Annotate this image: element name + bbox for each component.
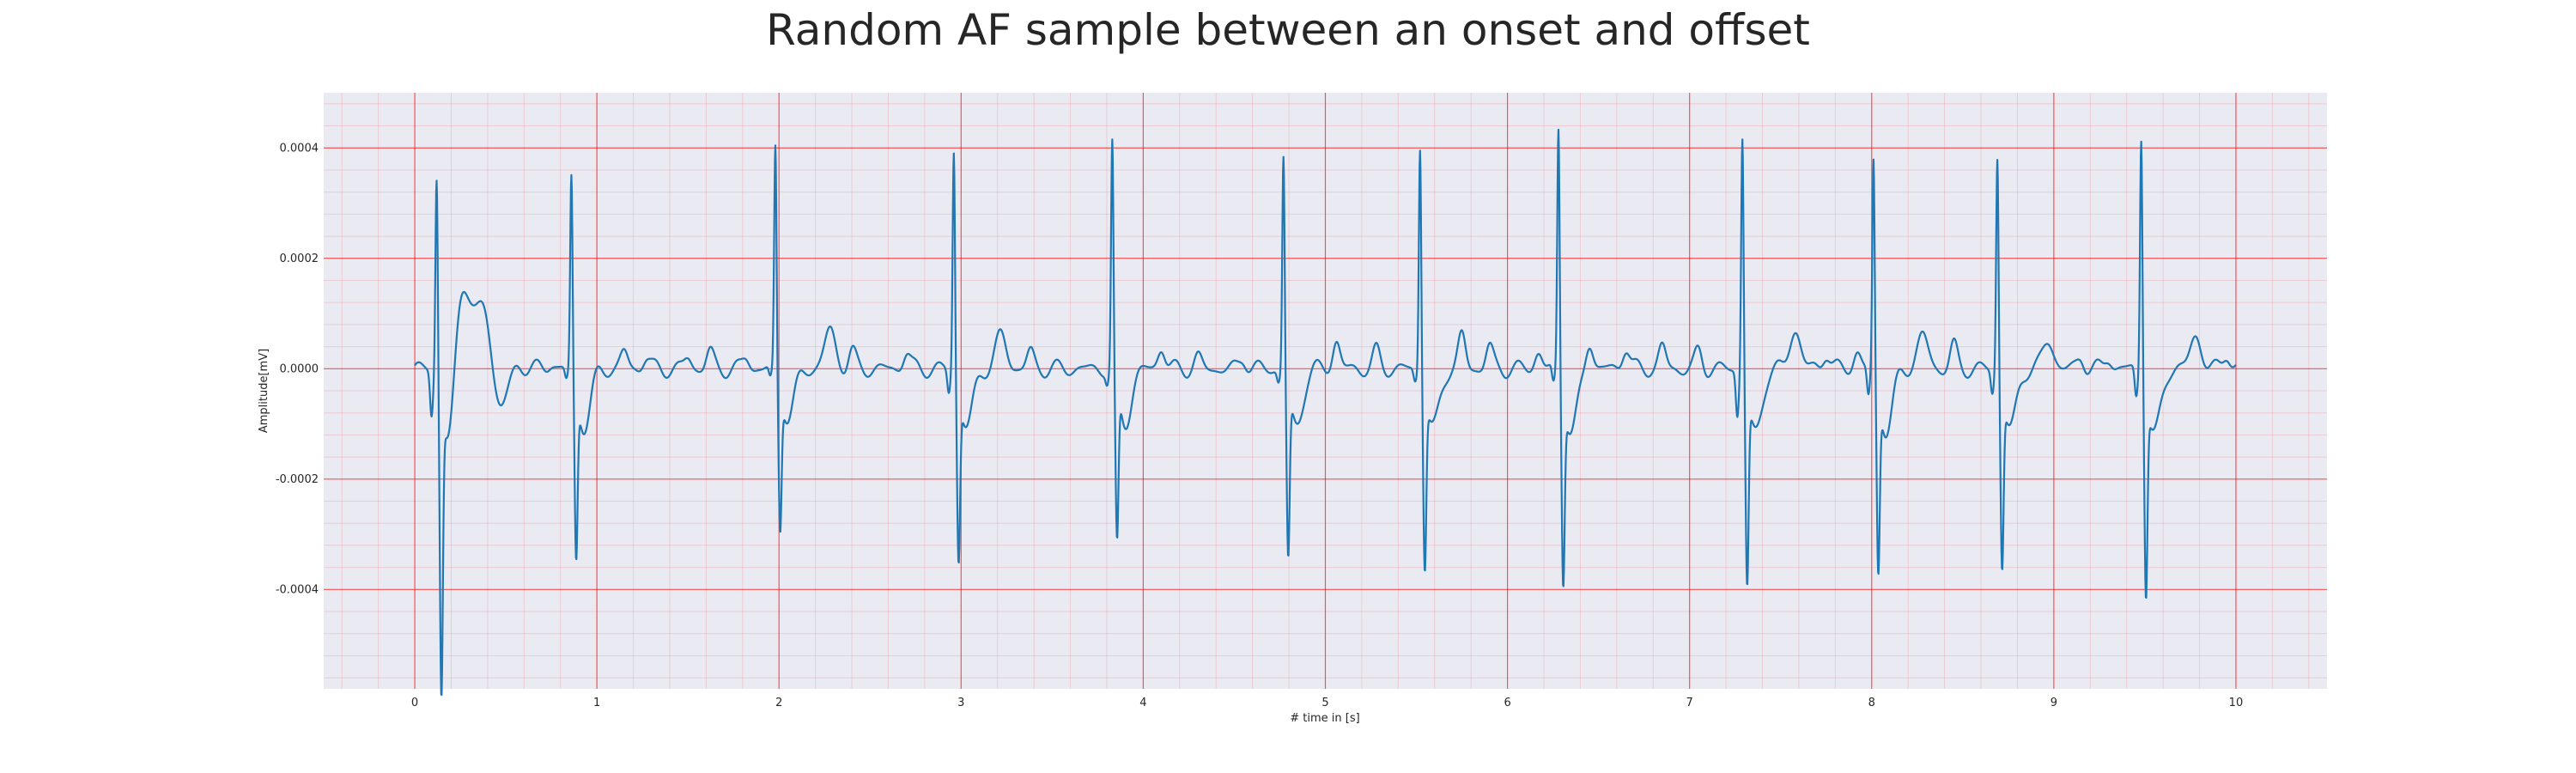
x-tick-labels: 0 1 2 3 4 5 6 7 8 9 10: [411, 697, 2243, 709]
y-tick-label: 0.0004: [280, 142, 319, 155]
x-tick-label: 8: [1868, 697, 1875, 709]
x-axis-label: # time in [s]: [1290, 712, 1359, 725]
major-grid: [324, 93, 2327, 689]
x-tick-label: 6: [1504, 697, 1510, 709]
x-tick-label: 9: [2050, 697, 2057, 709]
y-tick-label: -0.0002: [276, 473, 319, 486]
y-tick-label: 0.0002: [280, 253, 319, 265]
y-tick-label: -0.0004: [276, 583, 319, 596]
ecg-signal-line: [414, 128, 2237, 697]
y-tick-label: 0.0000: [280, 362, 319, 375]
y-tick-labels: -0.0004 -0.0002 0.0000 0.0002 0.0004: [276, 142, 319, 596]
chart-title: Random AF sample between an onset and of…: [766, 5, 1810, 55]
x-tick-label: 5: [1321, 697, 1328, 709]
x-tick-label: 1: [593, 697, 600, 709]
x-tick-label: 4: [1139, 697, 1146, 709]
x-tick-label: 0: [411, 697, 418, 709]
x-tick-label: 3: [957, 697, 964, 709]
x-tick-label: 7: [1686, 697, 1693, 709]
y-axis-label: Amplitude[mV]: [258, 349, 270, 433]
x-tick-label: 10: [2229, 697, 2244, 709]
x-tick-label: 2: [775, 697, 782, 709]
series-group: [414, 128, 2237, 697]
